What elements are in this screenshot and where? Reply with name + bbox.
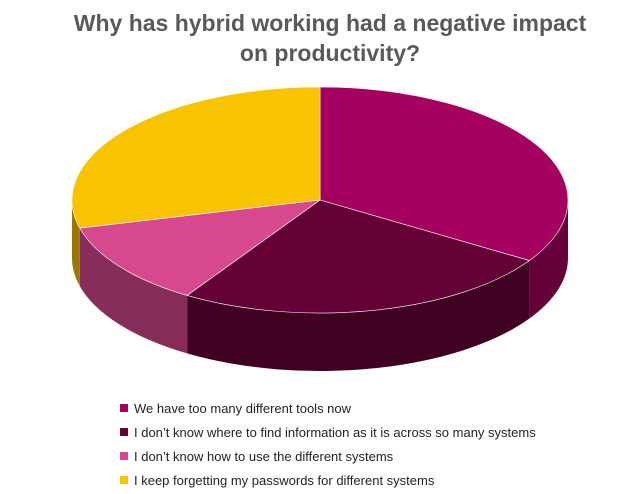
pie-slice-4 bbox=[71, 86, 321, 229]
chart-title: Why has hybrid working had a negative im… bbox=[73, 10, 587, 66]
pie-top-slices bbox=[71, 86, 569, 314]
legend-label: I don’t know where to find information a… bbox=[134, 424, 536, 440]
pie-slice-3 bbox=[79, 199, 322, 296]
legend-label: I don’t know how to use the different sy… bbox=[134, 448, 394, 464]
legend-swatch bbox=[120, 452, 128, 460]
legend-item: I don’t know where to find information a… bbox=[120, 420, 536, 444]
pie-slice-1 bbox=[319, 86, 569, 261]
pie-slice-side-4 bbox=[72, 200, 80, 287]
legend-item: I don’t know how to use the different sy… bbox=[120, 444, 536, 468]
legend-swatch bbox=[120, 428, 128, 436]
legend-item: I keep forgetting my passwords for diffe… bbox=[120, 468, 536, 492]
legend: We have too many different tools now I do… bbox=[120, 396, 536, 492]
legend-item: We have too many different tools now bbox=[120, 396, 536, 420]
legend-swatch bbox=[120, 404, 128, 412]
legend-label: We have too many different tools now bbox=[134, 400, 352, 416]
pie-slice-side-3 bbox=[79, 228, 188, 354]
pie-slice-side-1 bbox=[529, 200, 568, 319]
pie-slice-side-2 bbox=[187, 260, 530, 371]
legend-label: I keep forgetting my passwords for diffe… bbox=[134, 472, 435, 488]
pie-slice-2 bbox=[186, 199, 531, 314]
legend-swatch bbox=[120, 476, 128, 484]
pie-chart bbox=[71, 86, 569, 371]
pie-sides bbox=[72, 200, 568, 371]
